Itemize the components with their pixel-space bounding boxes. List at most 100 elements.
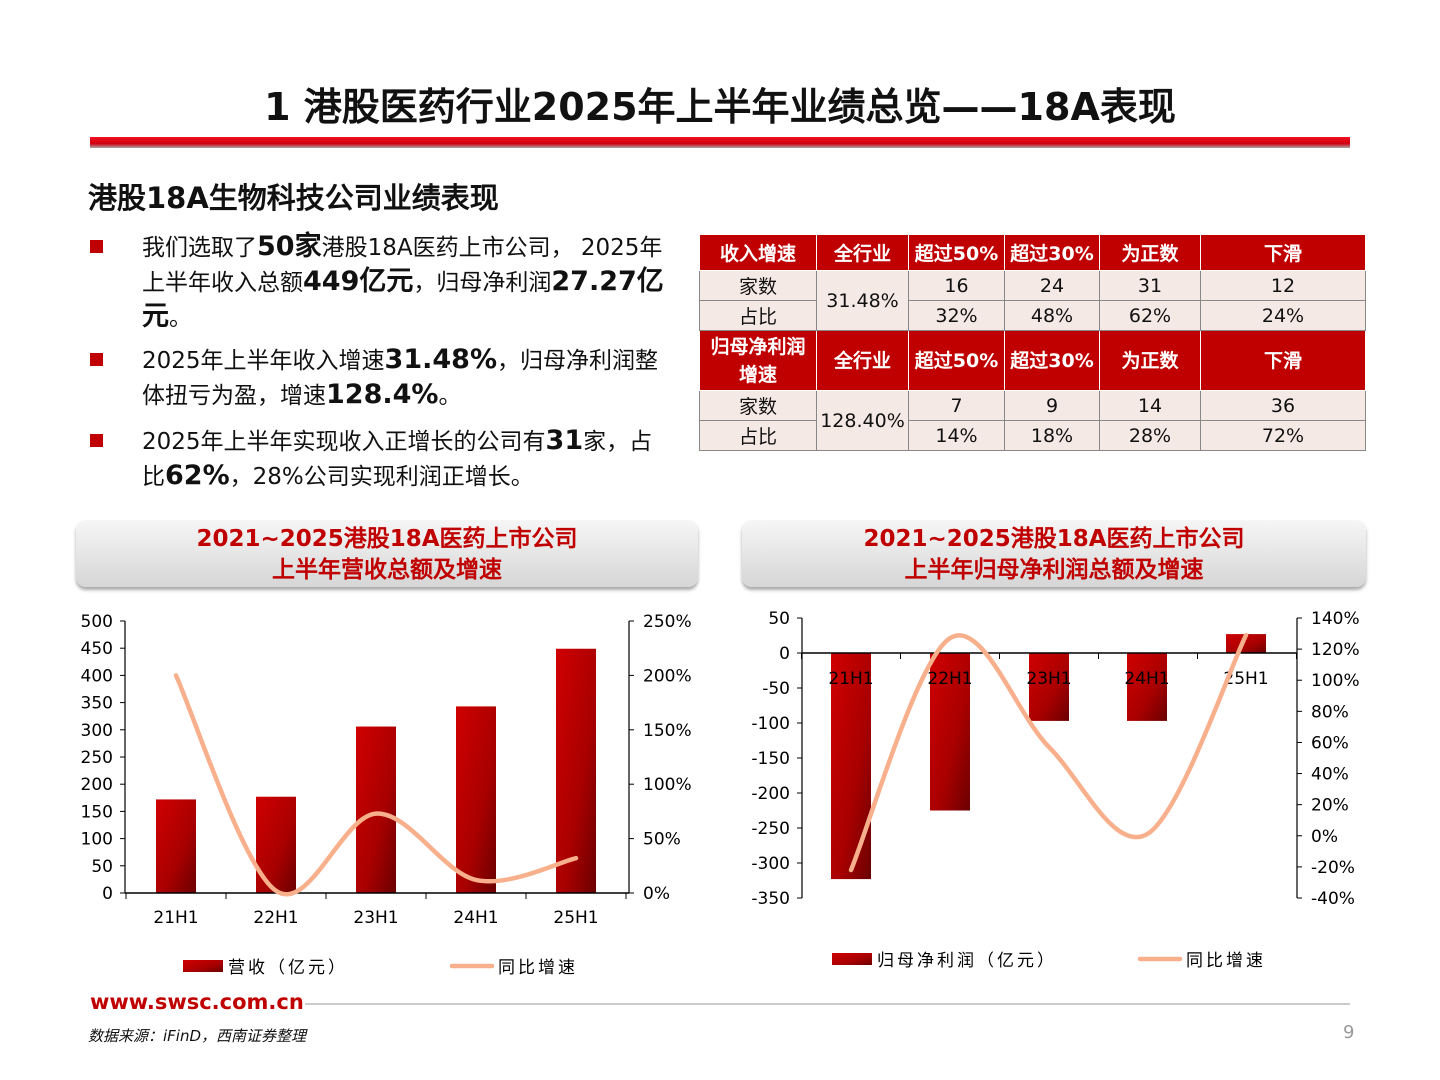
table-header: 为正数 (1099, 330, 1201, 391)
bullet-1: 我们选取了50家港股18A医药上市公司， 2025年上半年收入总额449亿元，归… (90, 230, 670, 335)
y2-tick-label: 150% (643, 721, 692, 741)
y2-tick-label: 200% (643, 666, 692, 686)
y-tick-label: 350 (81, 694, 113, 714)
bullet-3: 2025年上半年实现收入正增长的公司有31家，占比62%，28%公司实现利润正增… (90, 424, 670, 494)
y2-tick-label: 50% (643, 830, 681, 850)
bullet-text: 2025年上半年实现收入正增长的公司有 (142, 429, 546, 455)
table-cell: 14% (908, 420, 1005, 451)
y-tick-label: 100 (81, 830, 113, 850)
y2-tick-label: 0% (643, 884, 670, 904)
table-cell: 31 (1099, 270, 1201, 301)
bullet-text: ，归母净利润 (413, 270, 552, 296)
overall-value: 128.40% (816, 390, 909, 451)
table-header: 归母净利润增速 (699, 330, 817, 391)
row-label: 占比 (699, 420, 817, 451)
y-tick-label: -150 (751, 749, 790, 769)
y-tick-label: 250 (81, 748, 113, 768)
table-header: 超过50% (908, 234, 1005, 271)
y-tick-label: 50 (91, 857, 113, 877)
section-subtitle: 港股18A生物科技公司业绩表现 (88, 181, 499, 215)
bullet-text: ，归母净利润整体扭亏为盈，增速 (142, 348, 659, 409)
table-header: 全行业 (816, 330, 909, 391)
table-cell: 18% (1004, 420, 1100, 451)
y-tick-label: 400 (81, 666, 113, 686)
y2-tick-label: 40% (1311, 765, 1349, 785)
bullet-square-icon (90, 434, 103, 447)
table-cell: 48% (1004, 300, 1100, 331)
bullet-text: 家，占比 (142, 429, 653, 490)
table-header: 超过30% (1004, 234, 1100, 271)
table-cell: 9 (1004, 390, 1100, 421)
y-tick-label: 450 (81, 639, 113, 659)
y-tick-label: -300 (751, 854, 790, 874)
highlight-text: 50家 (257, 231, 322, 262)
bullet-text: ，28%公司实现利润正增长。 (229, 464, 534, 490)
table-cell: 24 (1004, 270, 1100, 301)
table-header: 全行业 (816, 234, 909, 271)
footer-divider (305, 1003, 1350, 1005)
x-tick-label: 21H1 (828, 669, 873, 689)
highlight-text: 62% (165, 460, 230, 491)
highlight-text: 27.27亿元 (142, 266, 664, 332)
x-tick-label: 24H1 (1124, 669, 1169, 689)
chart-title-line: 2021~2025港股18A医药上市公司 (196, 526, 578, 552)
y2-tick-label: 60% (1311, 733, 1349, 753)
y-tick-label: 0 (779, 644, 790, 664)
data-source: 数据来源：iFinD，西南证券整理 (88, 1027, 307, 1045)
x-tick-label: 24H1 (453, 908, 498, 928)
bullet-square-icon (90, 240, 103, 253)
bar-22H1 (930, 653, 970, 811)
chart-1-title: 2021~2025港股18A医药上市公司 上半年营收总额及增速 (76, 520, 698, 587)
y2-tick-label: 100% (643, 775, 692, 795)
highlight-text: 31.48% (384, 344, 498, 375)
chart-2-title: 2021~2025港股18A医药上市公司 上半年归母净利润总额及增速 (742, 520, 1366, 587)
overall-value: 31.48% (816, 270, 909, 331)
y-tick-label: 150 (81, 802, 113, 822)
y-tick-label: -350 (751, 889, 790, 909)
x-tick-label: 25H1 (1223, 669, 1268, 689)
table-header: 超过30% (1004, 330, 1100, 391)
x-tick-label: 22H1 (927, 669, 972, 689)
y-tick-label: 300 (81, 721, 113, 741)
y-tick-label: -100 (751, 714, 790, 734)
bullet-text: 港股18A医药上市公司， 2025年上半年收入总额 (142, 235, 663, 296)
table-cell: 32% (908, 300, 1005, 331)
bullet-text: 。 (438, 383, 462, 409)
page-title: 1 港股医药行业2025年上半年业绩总览——18A表现 (264, 85, 1176, 129)
legend-line-label: 同比增速 (498, 958, 578, 978)
y2-tick-label: 120% (1311, 640, 1360, 660)
y2-tick-label: 80% (1311, 702, 1349, 722)
website-link[interactable]: www.swsc.com.cn (90, 990, 304, 1014)
bar-25H1 (1226, 634, 1266, 653)
y2-tick-label: 140% (1311, 609, 1360, 629)
y2-tick-label: 100% (1311, 671, 1360, 691)
bullet-square-icon (90, 353, 103, 366)
y-tick-label: -250 (751, 819, 790, 839)
growth-line (848, 632, 1249, 873)
table-cell: 12 (1200, 270, 1366, 301)
bar-25H1 (556, 648, 596, 893)
legend-bar-swatch (183, 960, 223, 972)
bar-24H1 (1127, 653, 1167, 721)
x-tick-label: 22H1 (253, 908, 298, 928)
highlight-text: 449亿元 (303, 266, 414, 297)
table-cell: 72% (1200, 420, 1366, 451)
y2-tick-label: 20% (1311, 796, 1349, 816)
table-cell: 36 (1200, 390, 1366, 421)
x-tick-label: 23H1 (353, 908, 398, 928)
bar-23H1 (1029, 653, 1069, 721)
page-number: 9 (1343, 1022, 1355, 1043)
bullet-text: 2025年上半年收入增速 (142, 348, 385, 374)
y2-tick-label: -20% (1311, 858, 1355, 878)
performance-table: 收入增速 全行业 超过50% 超过30% 为正数 下滑 家数 31.48% 16… (699, 234, 1366, 451)
legend-bar-label: 归母净利润（亿元） (877, 951, 1057, 971)
bar-21H1 (831, 653, 871, 880)
table-header: 为正数 (1099, 234, 1201, 271)
table-header: 收入增速 (699, 234, 817, 271)
legend-line-label: 同比增速 (1186, 951, 1266, 971)
chart-title-line: 2021~2025港股18A医药上市公司 (863, 526, 1245, 552)
table-cell: 28% (1099, 420, 1201, 451)
row-label: 家数 (699, 390, 817, 421)
bullet-text: 我们选取了 (142, 235, 257, 261)
